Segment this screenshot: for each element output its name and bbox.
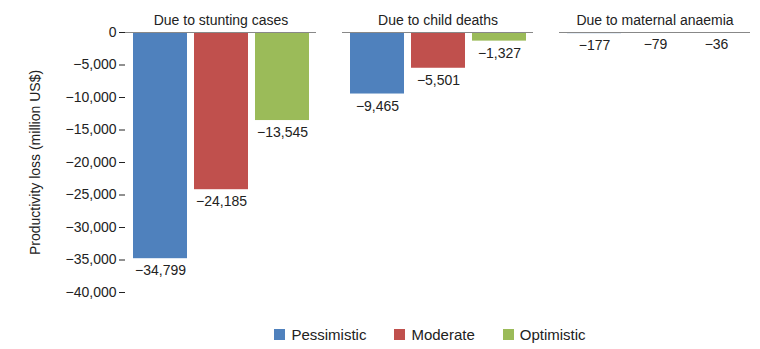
svg-text:−13,545: −13,545 <box>257 124 308 140</box>
html-text:Moderate: Moderate <box>411 325 475 343</box>
svg-text:−79: −79 <box>644 36 668 52</box>
svg-text:−5,501: −5,501 <box>417 72 460 88</box>
svg-text:−177: −177 <box>579 37 611 53</box>
svg-text:−10,000: −10,000 <box>66 89 117 105</box>
svg-text:−34,799: −34,799 <box>135 262 186 278</box>
svg-text:−9,465: −9,465 <box>356 98 399 114</box>
svg-text:Productivity loss (million US$: Productivity loss (million US$) <box>27 70 43 255</box>
svg-text:Due to maternal anaemia: Due to maternal anaemia <box>576 12 733 28</box>
svg-text:−24,185: −24,185 <box>196 193 247 209</box>
svg-text:−30,000: −30,000 <box>66 219 117 235</box>
svg-text:−25,000: −25,000 <box>66 186 117 202</box>
svg-text:−5,000: −5,000 <box>73 56 116 72</box>
svg-text:−36: −36 <box>705 36 729 52</box>
svg-text:−35,000: −35,000 <box>66 251 117 267</box>
html-text:Pessimistic: Pessimistic <box>291 325 367 343</box>
svg-text:−15,000: −15,000 <box>66 121 117 137</box>
svg-text:Due to child deaths: Due to child deaths <box>378 12 498 28</box>
svg-text:Due to stunting cases: Due to stunting cases <box>154 12 289 28</box>
svg-text:−20,000: −20,000 <box>66 154 117 170</box>
html-text:Optimistic: Optimistic <box>519 325 586 343</box>
svg-text:−40,000: −40,000 <box>66 284 117 300</box>
svg-text:0: 0 <box>109 24 117 40</box>
svg-text:−1,327: −1,327 <box>478 45 521 61</box>
